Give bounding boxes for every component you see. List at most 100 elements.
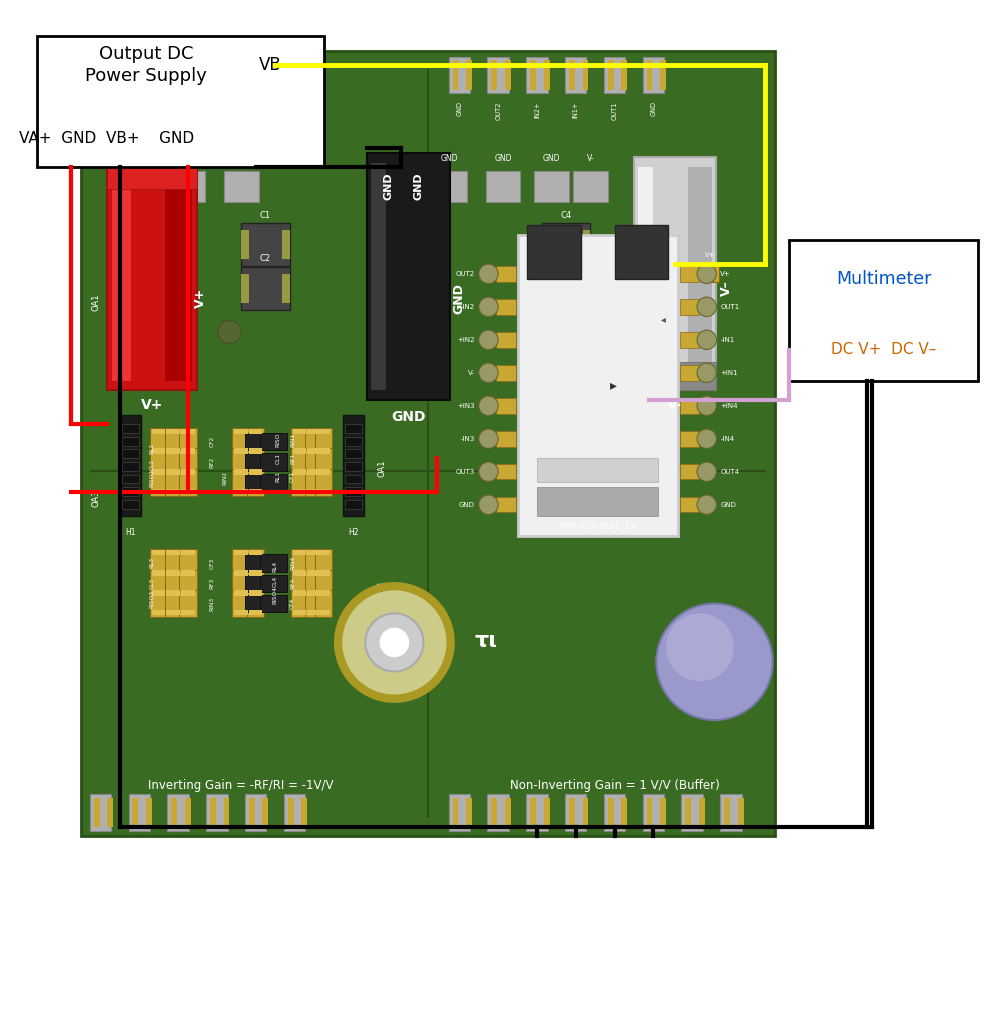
Bar <box>680 464 699 480</box>
Circle shape <box>697 396 716 415</box>
Bar <box>181 469 195 474</box>
Text: RIN3: RIN3 <box>209 596 214 611</box>
Bar <box>245 433 272 450</box>
Bar <box>179 448 197 476</box>
Bar <box>565 794 587 831</box>
Text: C1: C1 <box>260 211 271 220</box>
Bar <box>290 549 308 577</box>
Bar <box>317 570 330 575</box>
Bar <box>181 449 195 454</box>
Text: OUT2: OUT2 <box>455 271 475 277</box>
Bar <box>164 590 182 617</box>
Bar <box>292 448 306 453</box>
Bar <box>232 590 250 617</box>
Text: CL1: CL1 <box>276 452 281 463</box>
Circle shape <box>479 264 498 283</box>
Bar <box>210 798 216 827</box>
Bar <box>166 571 180 576</box>
Bar <box>608 798 614 827</box>
Bar <box>234 489 248 494</box>
Text: CF4: CF4 <box>290 598 295 610</box>
Bar <box>307 469 321 474</box>
Bar <box>234 570 248 575</box>
Text: RISO: RISO <box>276 433 281 447</box>
Bar <box>282 230 289 259</box>
Bar <box>167 56 189 93</box>
Bar <box>249 448 263 453</box>
Bar <box>315 448 332 476</box>
Bar <box>345 462 363 471</box>
Text: V–: V– <box>667 398 685 412</box>
Bar <box>292 469 306 474</box>
Text: OUT2: OUT2 <box>495 101 501 120</box>
Bar <box>232 428 250 455</box>
Text: V+: V+ <box>140 398 163 412</box>
Text: RL2: RL2 <box>149 443 154 454</box>
Text: GND: GND <box>650 839 656 853</box>
Circle shape <box>697 462 716 482</box>
Bar <box>290 590 308 617</box>
Bar <box>315 428 332 455</box>
Bar <box>166 470 180 475</box>
Text: GND: GND <box>441 154 458 164</box>
Bar <box>234 590 248 595</box>
Bar <box>487 56 509 93</box>
Bar <box>288 798 293 827</box>
Text: GND: GND <box>459 501 475 507</box>
Bar <box>301 60 307 90</box>
Bar <box>185 60 191 90</box>
Bar <box>150 590 167 617</box>
Text: V-: V- <box>587 154 594 164</box>
Text: C4: C4 <box>560 211 572 220</box>
Circle shape <box>217 320 241 344</box>
Text: GND: GND <box>383 173 393 201</box>
Bar <box>317 590 330 595</box>
Bar <box>292 591 306 595</box>
Bar <box>680 365 699 381</box>
Bar <box>206 56 227 93</box>
Text: OUT3: OUT3 <box>455 469 475 475</box>
Bar <box>179 428 197 455</box>
Bar <box>166 429 180 434</box>
Bar <box>234 429 248 434</box>
Bar <box>249 591 263 595</box>
Bar <box>680 497 699 513</box>
Text: Output DC
Power Supply: Output DC Power Supply <box>85 45 207 85</box>
Text: -IN3: -IN3 <box>460 436 475 442</box>
Circle shape <box>697 495 716 515</box>
Bar <box>223 798 229 827</box>
Bar <box>583 274 590 303</box>
Bar <box>536 487 658 517</box>
Bar <box>234 448 248 453</box>
Bar <box>569 60 575 90</box>
Bar <box>317 611 330 615</box>
Circle shape <box>697 363 716 383</box>
Circle shape <box>479 363 498 383</box>
Text: CL4: CL4 <box>273 576 278 587</box>
Bar <box>292 470 306 475</box>
Bar <box>345 487 363 496</box>
Bar <box>317 550 330 555</box>
Bar <box>249 550 263 555</box>
Bar <box>292 590 306 595</box>
Bar <box>245 56 267 93</box>
Text: V+: V+ <box>720 271 731 277</box>
Bar <box>166 489 180 494</box>
Bar <box>164 570 182 596</box>
Bar <box>343 414 365 517</box>
Text: CL3: CL3 <box>149 578 154 589</box>
Bar <box>260 453 287 471</box>
Bar <box>453 798 458 827</box>
Circle shape <box>666 614 734 681</box>
Text: IN4+: IN4+ <box>573 839 579 855</box>
Text: V+: V+ <box>194 288 206 308</box>
Bar <box>164 428 182 455</box>
Bar <box>132 60 138 90</box>
Bar <box>292 550 306 555</box>
Bar <box>288 60 293 90</box>
Bar <box>496 266 516 281</box>
Bar <box>541 223 590 266</box>
Text: RF3: RF3 <box>209 578 214 589</box>
Bar <box>152 590 165 595</box>
Bar <box>315 570 332 596</box>
